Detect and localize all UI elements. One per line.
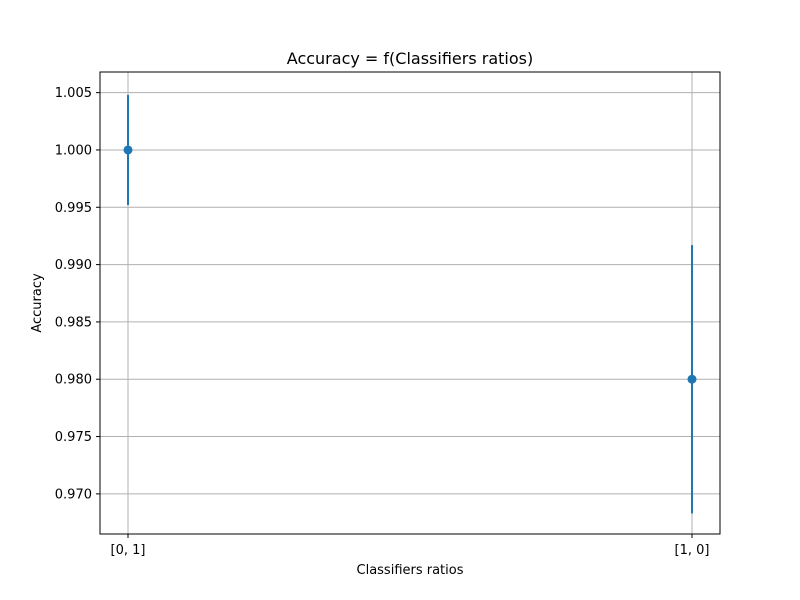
- data-layer: [123, 94, 697, 514]
- y-tick-label: 1.005: [55, 86, 92, 101]
- y-tick-label: 1.000: [55, 143, 92, 158]
- grid-layer: [100, 72, 720, 534]
- y-tick-label: 0.980: [55, 373, 92, 388]
- data-point: [687, 374, 697, 384]
- x-tick-label: [1, 0]: [675, 543, 710, 558]
- x-axis-label: Classifiers ratios: [357, 563, 464, 578]
- x-tick-label: [0, 1]: [111, 543, 146, 558]
- chart-title: Accuracy = f(Classifiers ratios): [287, 49, 533, 68]
- y-tick-label: 0.990: [55, 258, 92, 273]
- y-axis-label: Accuracy: [30, 273, 45, 333]
- plot-frame: [99, 71, 721, 535]
- y-tick-label: 0.995: [55, 201, 92, 216]
- y-tick-label: 0.985: [55, 315, 92, 330]
- axis-layer: 0.970 0.975 0.980 0.985 0.990 0.995 1.000 1.005…: [55, 86, 710, 558]
- y-tick-label: 0.970: [55, 487, 92, 502]
- data-point: [123, 145, 133, 155]
- y-tick-label: 0.975: [55, 430, 92, 445]
